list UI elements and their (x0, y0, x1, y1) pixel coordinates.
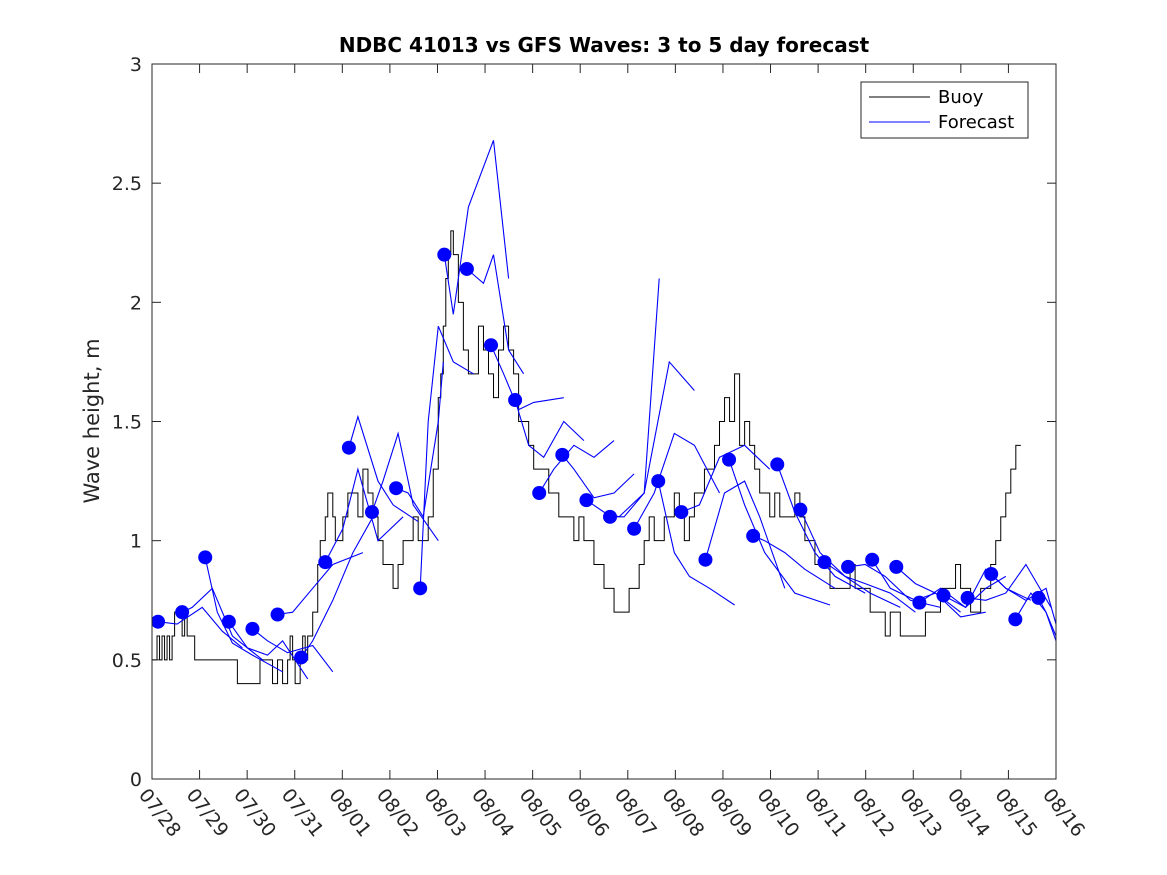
legend: Buoy Forecast (860, 81, 1029, 139)
forecast-line-33 (943, 568, 1032, 609)
forecast-line-23 (704, 480, 786, 589)
forecast-marker (698, 552, 713, 567)
legend-box (860, 81, 1029, 139)
forecast-marker (484, 338, 498, 353)
forecast-marker (221, 614, 236, 629)
chart-title: NDBC 41013 vs GFS Waves: 3 to 5 day fore… (339, 33, 870, 57)
forecast-line-25 (752, 535, 836, 589)
forecast-line-15 (514, 399, 585, 459)
forecast-line-20 (633, 432, 720, 530)
forecast-line-11 (419, 325, 474, 589)
forecast-marker (674, 505, 689, 520)
forecast-marker (389, 481, 404, 496)
forecast-marker (793, 502, 808, 517)
forecast-marker (746, 528, 761, 543)
forecast-marker (413, 581, 428, 596)
y-tick-label: 1.5 (112, 412, 142, 434)
y-tick-label: 3 (130, 54, 142, 76)
forecast-line-22 (681, 444, 771, 513)
forecast-marker (770, 457, 785, 472)
legend-label-buoy: Buoy (938, 87, 984, 108)
forecast-marker (437, 247, 452, 262)
forecast-marker (341, 440, 356, 455)
forecast-marker (1008, 612, 1023, 627)
forecast-marker (817, 555, 832, 570)
forecast-marker (270, 607, 285, 622)
forecast-line-5 (277, 552, 364, 616)
forecast-line-16 (538, 440, 615, 494)
forecast-marker (579, 493, 594, 508)
forecast-marker (841, 559, 856, 574)
forecast-marker (152, 614, 166, 629)
forecast-marker (1031, 590, 1046, 605)
forecast-marker (722, 452, 737, 467)
forecast-marker (294, 650, 309, 665)
y-axis-label: Wave height, m (80, 338, 104, 503)
forecast-marker (508, 393, 523, 408)
forecast-line-34 (967, 563, 1052, 608)
forecast-line-31 (895, 566, 986, 618)
y-tick-label: 2 (130, 292, 142, 314)
forecast-line-8 (348, 414, 419, 523)
forecast-line-7 (324, 467, 404, 563)
forecast-line-12 (443, 140, 510, 315)
y-tick-label: 2.5 (112, 173, 142, 195)
forecast-marker (555, 447, 570, 462)
forecast-marker (865, 552, 880, 567)
forecast-line-24 (728, 459, 831, 606)
forecast-line-19 (610, 360, 695, 518)
forecast-marker (364, 505, 379, 520)
chart-marks (152, 140, 1056, 685)
forecast-marker (627, 521, 642, 536)
forecast-marker (984, 567, 999, 582)
forecast-line-35 (990, 573, 1056, 625)
forecast-line-26 (776, 464, 866, 594)
forecast-marker (175, 605, 190, 620)
forecast-marker (912, 595, 927, 610)
forecast-marker (245, 621, 260, 636)
forecast-line-4 (252, 628, 334, 673)
y-tick-label: 0.5 (112, 650, 142, 672)
forecast-line-17 (561, 454, 635, 499)
forecast-marker (198, 550, 213, 565)
forecast-marker (960, 590, 975, 605)
y-tick-label: 0 (130, 769, 142, 791)
forecast-line-21 (657, 480, 735, 606)
legend-label-forecast: Forecast (938, 112, 1014, 133)
forecast-line-2 (204, 557, 283, 673)
forecast-marker (603, 509, 618, 524)
forecast-marker (889, 559, 904, 574)
forecast-line-28 (824, 561, 916, 613)
forecast-line-14 (490, 344, 564, 411)
forecast-marker (532, 486, 547, 500)
forecast-line-13 (466, 254, 525, 375)
y-tick-label: 1 (130, 531, 142, 553)
forecast-marker (936, 588, 951, 603)
forecast-line-6 (300, 516, 374, 658)
forecast-line-9 (371, 431, 439, 542)
forecast-marker (318, 555, 333, 570)
forecast-marker (651, 474, 666, 489)
forecast-marker (459, 261, 474, 276)
forecast-line-3 (228, 621, 309, 680)
